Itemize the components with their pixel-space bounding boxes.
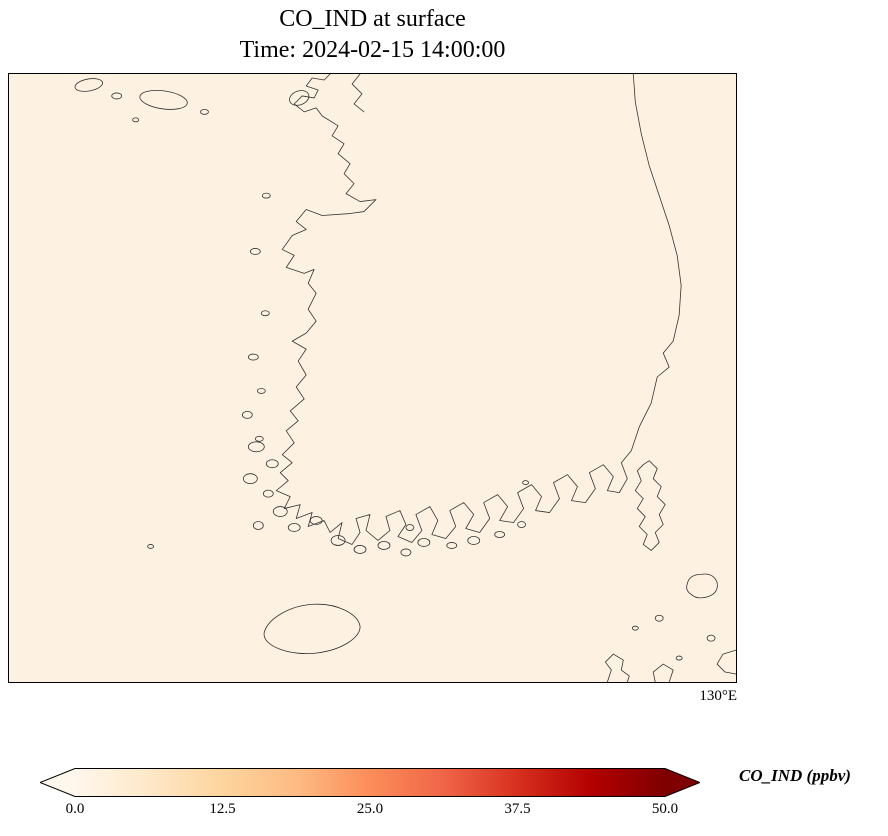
colorbar-gradient-bar [40, 768, 700, 797]
map-plot-area [8, 73, 737, 683]
colorbar-tick-1: 12.5 [209, 801, 236, 817]
kyushu-islands [604, 573, 736, 682]
colorbar-tick-2: 25.0 [356, 801, 384, 817]
ganghwa-island [289, 90, 310, 106]
x-axis-tick-label: 130°E [699, 688, 737, 704]
plot-title-line2: Time: 2024-02-15 14:00:00 [239, 37, 506, 63]
southwest-archipelago [147, 441, 323, 549]
plot-title-line1: CO_IND at surface [279, 6, 466, 32]
estuary-coastline [351, 74, 365, 113]
colorbar-label: CO_IND (ppbv) [739, 766, 851, 785]
northwest-islands [74, 78, 209, 123]
plot-title: CO_IND at surface Time: 2024-02-15 14:00… [8, 4, 737, 66]
tsushima-island [634, 460, 666, 551]
west-coast-islands [241, 192, 271, 442]
colorbar-tick-4: 50.0 [651, 801, 679, 817]
korea-mainland-coastline [275, 74, 682, 545]
colorbar-tick-3: 37.5 [504, 801, 531, 817]
colorbar-tick-0: 0.0 [65, 801, 85, 817]
jeju-island [263, 603, 361, 655]
south-coast-islands [330, 480, 529, 557]
colorbar [40, 768, 700, 797]
coastline-map [74, 74, 736, 682]
